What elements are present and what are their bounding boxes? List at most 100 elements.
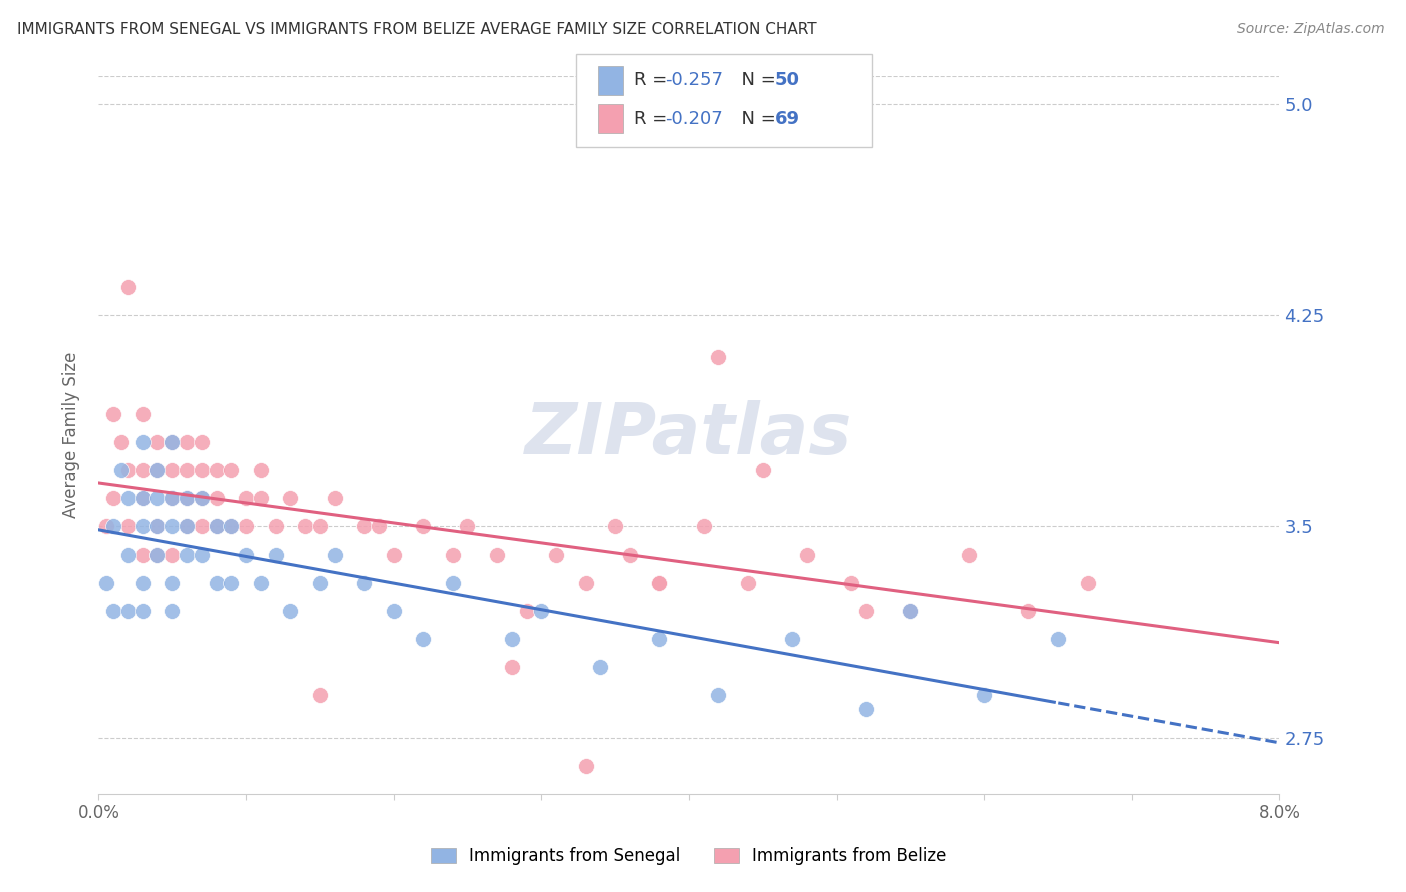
Point xyxy=(280,604,302,618)
Point xyxy=(132,491,155,506)
Point xyxy=(146,548,169,562)
Point xyxy=(368,519,391,533)
Point xyxy=(264,519,287,533)
Text: ZIPatlas: ZIPatlas xyxy=(526,401,852,469)
Point xyxy=(205,575,228,590)
Point xyxy=(162,548,183,562)
Point xyxy=(191,491,214,506)
Point xyxy=(132,407,155,421)
Point xyxy=(648,575,671,590)
Point xyxy=(146,463,169,477)
Point xyxy=(117,463,139,477)
Text: N =: N = xyxy=(730,71,782,89)
Point xyxy=(110,463,132,477)
Point xyxy=(693,519,716,533)
Point xyxy=(176,434,198,449)
Point xyxy=(162,604,183,618)
Point xyxy=(294,519,316,533)
Point xyxy=(575,758,598,772)
Y-axis label: Average Family Size: Average Family Size xyxy=(62,351,80,518)
Point xyxy=(132,463,155,477)
Point xyxy=(782,632,804,646)
Point xyxy=(457,519,479,533)
Point xyxy=(796,548,818,562)
Point xyxy=(605,519,627,533)
Point xyxy=(103,407,125,421)
Point xyxy=(575,575,598,590)
Point xyxy=(309,519,332,533)
Point xyxy=(162,434,183,449)
Point xyxy=(176,519,198,533)
Point xyxy=(486,548,509,562)
Point xyxy=(250,491,273,506)
Point xyxy=(191,491,214,506)
Point xyxy=(146,491,169,506)
Point xyxy=(382,604,405,618)
Point xyxy=(250,463,273,477)
Point xyxy=(117,491,139,506)
Point xyxy=(752,463,775,477)
Point xyxy=(191,519,214,533)
Point xyxy=(162,463,183,477)
Point xyxy=(132,548,155,562)
Point xyxy=(648,632,671,646)
Point xyxy=(117,604,139,618)
Point xyxy=(737,575,759,590)
Point xyxy=(205,491,228,506)
Point xyxy=(235,519,257,533)
Point xyxy=(855,604,877,618)
Point xyxy=(146,434,169,449)
Point xyxy=(162,491,183,506)
Point xyxy=(382,548,405,562)
Point xyxy=(973,689,995,703)
Text: -0.257: -0.257 xyxy=(665,71,723,89)
Text: R =: R = xyxy=(634,110,673,128)
Point xyxy=(94,519,117,533)
Point xyxy=(235,491,257,506)
Point xyxy=(162,519,183,533)
Point xyxy=(546,548,568,562)
Legend: Immigrants from Senegal, Immigrants from Belize: Immigrants from Senegal, Immigrants from… xyxy=(425,840,953,871)
Point xyxy=(117,548,139,562)
Point xyxy=(176,519,198,533)
Point xyxy=(648,575,671,590)
Point xyxy=(530,604,553,618)
Point xyxy=(162,575,183,590)
Point xyxy=(176,491,198,506)
Point xyxy=(103,491,125,506)
Point xyxy=(117,519,139,533)
Point xyxy=(146,548,169,562)
Point xyxy=(707,351,730,365)
Point xyxy=(176,491,198,506)
Point xyxy=(900,604,922,618)
Point xyxy=(412,632,434,646)
Point xyxy=(117,280,139,294)
Point xyxy=(264,548,287,562)
Point xyxy=(132,434,155,449)
Text: IMMIGRANTS FROM SENEGAL VS IMMIGRANTS FROM BELIZE AVERAGE FAMILY SIZE CORRELATIO: IMMIGRANTS FROM SENEGAL VS IMMIGRANTS FR… xyxy=(17,22,817,37)
Point xyxy=(501,632,523,646)
Point xyxy=(353,575,375,590)
Point xyxy=(280,491,302,506)
Point xyxy=(1046,632,1070,646)
Text: Source: ZipAtlas.com: Source: ZipAtlas.com xyxy=(1237,22,1385,37)
Point xyxy=(205,519,228,533)
Point xyxy=(221,519,243,533)
Point xyxy=(353,519,375,533)
Point xyxy=(132,519,155,533)
Text: R =: R = xyxy=(634,71,673,89)
Point xyxy=(1018,604,1040,618)
Point xyxy=(103,519,125,533)
Point xyxy=(146,519,169,533)
Point xyxy=(309,575,332,590)
Point xyxy=(441,575,464,590)
Text: 50: 50 xyxy=(775,71,800,89)
Point xyxy=(221,519,243,533)
Point xyxy=(146,519,169,533)
Point xyxy=(191,434,214,449)
Point xyxy=(146,463,169,477)
Point xyxy=(412,519,434,533)
Point xyxy=(162,491,183,506)
Text: N =: N = xyxy=(730,110,782,128)
Point xyxy=(501,660,523,674)
